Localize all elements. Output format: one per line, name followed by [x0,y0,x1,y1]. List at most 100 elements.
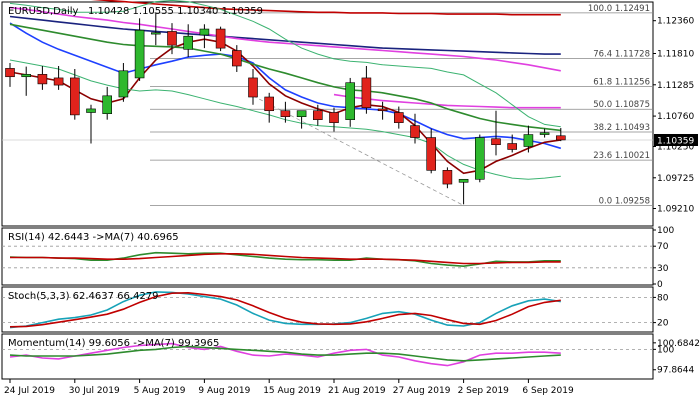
candle-body [134,29,145,79]
main-panel-frame [1,1,654,227]
fib-label-3: 50.0 1.10875 [593,100,650,110]
candle [426,128,437,174]
stoch-axis-label: 20 [657,319,669,329]
candle-body [555,135,566,141]
candle [296,110,307,129]
time-axis-label: 2 Sep 2019 [458,386,510,396]
candle [248,68,258,105]
candle [5,63,15,87]
indicator-line-1 [9,15,561,55]
momentum-title: Momentum(14) 99.6056 ->MA(7) 99.3965 [8,338,219,349]
candle-body [248,77,258,98]
candle [21,66,32,96]
candle-body [442,170,453,185]
fib-label-6: 0.0 1.09258 [599,197,650,207]
time-axis-label: 15 Aug 2019 [263,386,321,396]
candle-body [232,50,242,67]
candle [199,24,210,49]
fib-label-2: 61.8 1.11256 [593,78,650,88]
fib-label-0: 100.0 1.12491 [588,4,650,14]
rsi-axis-label: 30 [657,264,669,274]
candle-body [215,28,226,49]
candle [377,101,388,120]
momentum-axis-label: 100 [657,345,674,355]
fib-label-5: 23.6 1.10021 [593,151,650,161]
fib-label-4: 38.2 1.10493 [593,123,650,133]
candle [442,167,453,189]
candle-body [361,77,372,109]
time-axis-label: 9 Aug 2019 [198,386,250,396]
candle-body [312,110,323,120]
candle-body [53,77,64,86]
stoch-panel: 80 20 [2,291,669,329]
candle-body [507,143,518,150]
candle [555,128,566,142]
indicator-line-6 [9,23,561,132]
candle [70,68,80,120]
price-axis-label: 1.11810 [657,49,694,59]
candle-body [393,112,404,123]
candle [410,113,420,144]
momentum-series-line-0 [9,342,561,367]
candle [102,86,112,120]
stoch-title: Stoch(5,3,3) 62.4637 66.4279 [8,291,159,302]
candle-body [21,74,32,78]
candle-body [539,132,550,135]
candle-body [329,112,339,123]
rsi-panel: 100 70 30 0 [2,226,674,290]
current-price-label: 1.10359 [657,136,694,146]
candle-body [345,82,356,120]
time-axis-label: 5 Aug 2019 [134,386,186,396]
candle [232,45,242,72]
candle [167,23,177,55]
indicator-line-3 [333,93,561,109]
candle-body [118,70,129,98]
candle-body [183,35,193,50]
candle [183,24,193,58]
candle-body [377,108,388,112]
rsi-title: RSI(14) 42.6443 ->MA(7) 40.6965 [8,232,179,243]
candle-body [491,138,501,146]
candle-body [474,137,485,180]
price-axis-label: 1.09210 [657,204,694,214]
rsi-series-line-1 [10,253,561,265]
time-axis-label: 24 Jul 2019 [4,386,55,396]
candle-body [167,31,177,46]
price-axis-label: 1.09725 [657,174,694,184]
momentum-series-line-1 [9,345,561,362]
price-panel: 100.0 1.12491 76.4 1.11728 61.8 1.11256 50.… [2,0,698,214]
indicator-line-0 [90,0,561,16]
candle [474,134,485,183]
candle [53,66,64,90]
indicator-line-5 [9,38,561,175]
fib-label-1: 76.4 1.11728 [593,49,650,59]
candle [458,178,469,205]
rsi-axis-label: 100 [657,226,674,236]
candle-body [5,68,15,78]
time-axis-label: 30 Jul 2019 [69,386,120,396]
candle [329,107,339,132]
price-axis-label: 1.12360 [657,17,694,27]
candle [215,26,226,52]
indicator-line-7 [9,0,561,128]
candle-body [199,28,210,36]
time-axis-label: 27 Aug 2019 [393,386,451,396]
stoch-series-line-0 [9,291,561,329]
candle-body [151,32,161,35]
candle [86,104,96,144]
indicator-line-2 [9,6,561,72]
time-axis-label: 21 Aug 2019 [328,386,386,396]
candle [134,18,145,81]
time-axis: 24 Jul 2019 30 Jul 2019 5 Aug 2019 9 Aug 20… [4,379,574,396]
candle [280,101,291,123]
candle-body [426,137,437,171]
candle-body [280,110,291,117]
candle-body [102,95,112,115]
fib-trendline [252,95,464,206]
candle-body [70,77,80,116]
candle [361,66,372,114]
chart-title: EURUSD,Daily [8,6,79,17]
candle [312,104,323,126]
